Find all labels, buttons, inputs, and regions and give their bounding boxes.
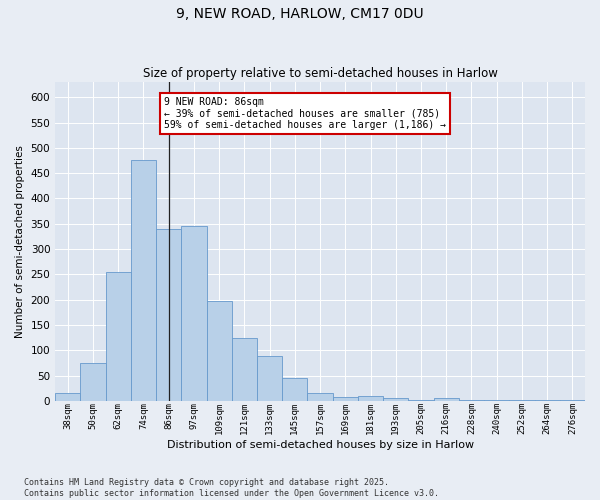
Bar <box>484 400 509 401</box>
Bar <box>358 396 383 401</box>
Bar <box>232 338 257 401</box>
Bar <box>332 398 358 401</box>
X-axis label: Distribution of semi-detached houses by size in Harlow: Distribution of semi-detached houses by … <box>167 440 473 450</box>
Bar <box>181 226 206 401</box>
Y-axis label: Number of semi-detached properties: Number of semi-detached properties <box>15 145 25 338</box>
Text: 9, NEW ROAD, HARLOW, CM17 0DU: 9, NEW ROAD, HARLOW, CM17 0DU <box>176 8 424 22</box>
Bar <box>106 272 131 401</box>
Title: Size of property relative to semi-detached houses in Harlow: Size of property relative to semi-detach… <box>143 66 497 80</box>
Bar <box>55 393 80 401</box>
Bar <box>257 356 282 401</box>
Bar <box>509 400 535 401</box>
Bar <box>156 229 181 401</box>
Bar <box>383 398 409 401</box>
Bar <box>80 364 106 401</box>
Bar <box>409 400 434 401</box>
Bar <box>206 301 232 401</box>
Bar <box>282 378 307 401</box>
Text: Contains HM Land Registry data © Crown copyright and database right 2025.
Contai: Contains HM Land Registry data © Crown c… <box>24 478 439 498</box>
Bar <box>459 400 484 401</box>
Bar <box>535 400 560 401</box>
Bar <box>131 160 156 401</box>
Text: 9 NEW ROAD: 86sqm
← 39% of semi-detached houses are smaller (785)
59% of semi-de: 9 NEW ROAD: 86sqm ← 39% of semi-detached… <box>164 97 446 130</box>
Bar <box>307 393 332 401</box>
Bar <box>560 400 585 401</box>
Bar <box>434 398 459 401</box>
